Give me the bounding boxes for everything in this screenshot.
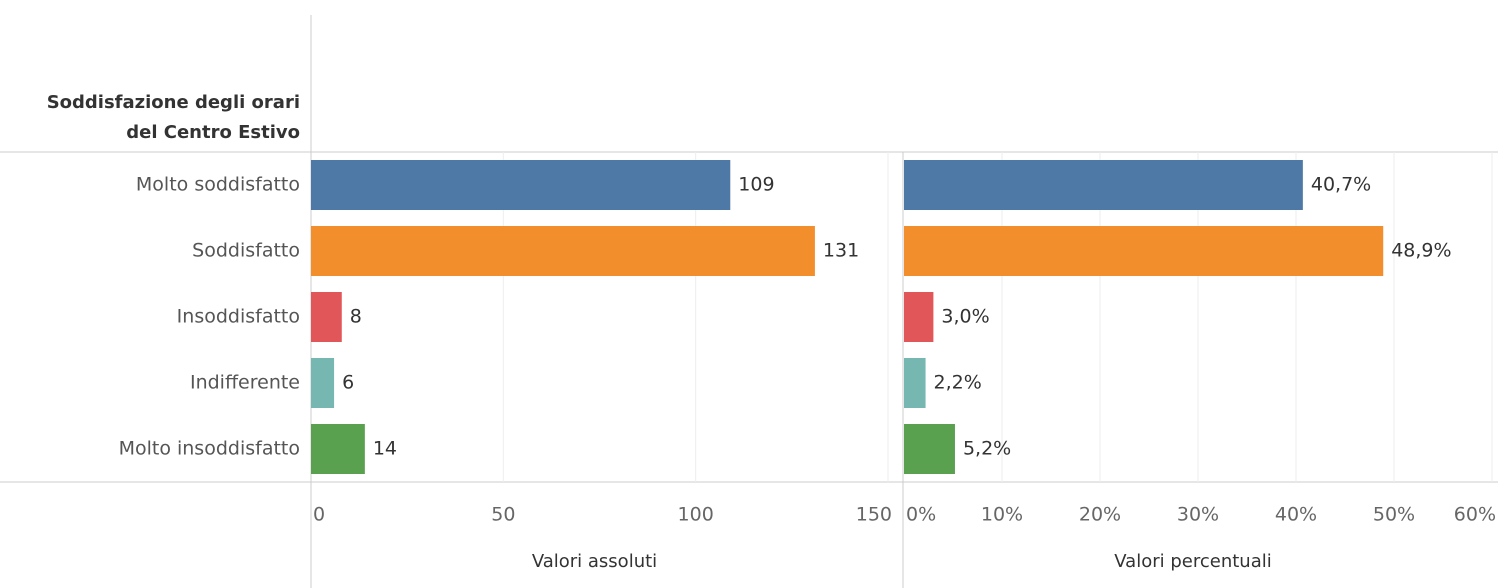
bar: [311, 292, 342, 342]
data-label: 3,0%: [941, 306, 989, 328]
x-tick-label: 150: [856, 504, 892, 526]
data-label: 8: [350, 306, 362, 328]
x-tick-label: 100: [678, 504, 714, 526]
category-label: Insoddisfatto: [177, 306, 300, 328]
category-label: Soddisfatto: [192, 240, 300, 262]
bar: [904, 358, 926, 408]
bar: [904, 292, 934, 342]
data-label: 131: [823, 240, 859, 262]
x-tick-label: 0%: [906, 504, 936, 526]
bar: [311, 358, 335, 408]
bar: [904, 424, 955, 474]
data-label: 2,2%: [934, 372, 982, 394]
x-tick-label: 30%: [1177, 504, 1219, 526]
x-tick-label: 50%: [1373, 504, 1415, 526]
data-label: 40,7%: [1311, 174, 1371, 196]
bar: [311, 226, 815, 276]
category-label: Indifferente: [190, 372, 300, 394]
data-label: 6: [342, 372, 354, 394]
bar: [904, 160, 1303, 210]
category-label: Molto soddisfatto: [136, 174, 300, 196]
x-tick-label: 50: [491, 504, 515, 526]
row-header: Soddisfazione degli orari: [47, 92, 300, 113]
x-tick-label: 40%: [1275, 504, 1317, 526]
x-axis-label: Valori assoluti: [532, 551, 657, 572]
row-header: del Centro Estivo: [126, 122, 300, 143]
category-label: Molto insoddisfatto: [119, 438, 300, 460]
data-label: 48,9%: [1391, 240, 1451, 262]
bar: [311, 160, 731, 210]
x-tick-label: 10%: [981, 504, 1023, 526]
x-axis-label: Valori percentuali: [1114, 551, 1271, 572]
x-tick-label: 60%: [1454, 504, 1496, 526]
x-tick-label: 0: [313, 504, 325, 526]
data-label: 14: [373, 438, 397, 460]
data-label: 109: [738, 174, 774, 196]
bar: [311, 424, 365, 474]
x-tick-label: 20%: [1079, 504, 1121, 526]
bar: [904, 226, 1384, 276]
data-label: 5,2%: [963, 438, 1011, 460]
